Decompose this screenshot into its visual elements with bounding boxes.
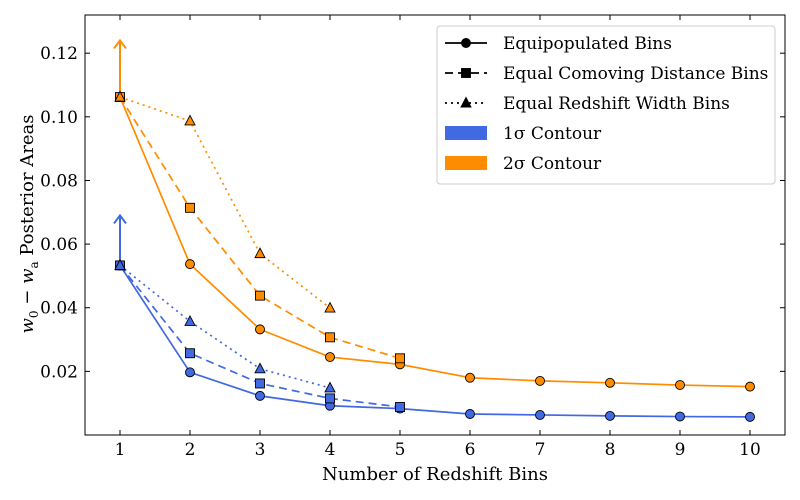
series-line: [119, 264, 331, 389]
y-axis-label: w0 − wa Posterior Areas: [17, 115, 41, 334]
data-point: [745, 411, 755, 422]
limit-arrow-head: [113, 213, 127, 225]
data-point: [465, 409, 475, 419]
x-tick-label: 8: [605, 440, 616, 460]
legend-label: 1σ Contour: [503, 124, 602, 144]
data-point: [255, 390, 265, 401]
data-point: [325, 332, 335, 343]
x-tick-label: 4: [325, 440, 336, 460]
x-tick-label: 1: [115, 440, 126, 460]
legend-marker: [461, 68, 471, 78]
data-point: [254, 247, 266, 259]
x-tick-label: 2: [185, 440, 196, 460]
x-tick-label: 5: [395, 440, 406, 460]
x-axis-label: Number of Redshift Bins: [322, 464, 548, 485]
data-point: [535, 410, 545, 420]
data-point: [254, 362, 266, 374]
legend-label: Equipopulated Bins: [503, 34, 672, 54]
legend-marker: [460, 96, 472, 108]
legend-color-patch: [445, 126, 487, 140]
legend-marker: [461, 38, 471, 48]
y-tick-label: 0.10: [40, 108, 78, 128]
data-point: [324, 301, 336, 313]
axes: 1 2 3 4 5 6 7 8 9 10 0.02 0.04 0.06 0.08 0.10 0.12: [40, 14, 786, 460]
svg-text:w0 − wa Posterior Areas: w0 − wa Posterior Areas: [17, 115, 41, 334]
x-tick-label: 6: [465, 440, 476, 460]
data-point: [185, 348, 195, 359]
data-point: [185, 367, 195, 378]
series-line: [119, 264, 751, 418]
data-point: [255, 290, 265, 301]
legend-label: Equal Comoving Distance Bins: [503, 64, 768, 84]
x-tick-label: 9: [675, 440, 686, 460]
data-point: [184, 314, 196, 326]
y-tick-label: 0.06: [40, 235, 78, 255]
plot-area: [113, 38, 755, 422]
data-point: [675, 411, 685, 422]
data-point: [605, 377, 615, 388]
legend: Equipopulated Bins Equal Comoving Distanc…: [436, 25, 776, 185]
data-point: [465, 372, 475, 383]
data-point: [114, 90, 126, 102]
data-point: [185, 259, 195, 270]
x-tick-label: 3: [255, 440, 266, 460]
limit-arrow-head: [113, 38, 127, 50]
plot-frame: [84, 14, 786, 436]
series-line: [119, 96, 751, 388]
data-point: [605, 410, 615, 421]
y-tick-label: 0.02: [40, 362, 78, 382]
data-point: [535, 375, 545, 386]
data-point: [745, 381, 755, 392]
y-tick-label: 0.04: [40, 299, 78, 319]
data-point: [255, 324, 265, 335]
data-point: [255, 378, 265, 389]
x-tick-label: 10: [739, 440, 761, 460]
data-point: [114, 258, 126, 270]
legend-label: 2σ Contour: [503, 154, 602, 174]
data-point: [325, 393, 335, 404]
data-point: [185, 202, 195, 213]
data-point: [324, 381, 336, 393]
data-point: [325, 352, 335, 362]
data-point: [675, 380, 685, 390]
y-tick-label: 0.12: [40, 44, 78, 64]
x-tick-label: 7: [535, 440, 546, 460]
data-point: [395, 353, 405, 364]
data-point: [184, 114, 196, 126]
legend-box: [436, 25, 776, 185]
legend-label: Equal Redshift Width Bins: [503, 94, 730, 114]
y-tick-label: 0.08: [40, 171, 78, 191]
legend-color-patch: [445, 156, 487, 170]
data-point: [395, 402, 405, 412]
series-line: [119, 96, 331, 309]
